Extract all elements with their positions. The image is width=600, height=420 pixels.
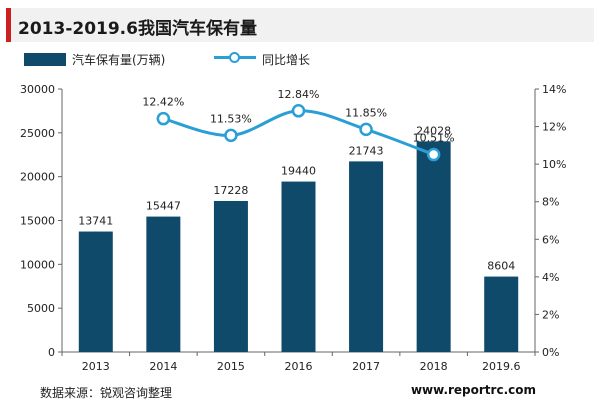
title-bar: 2013-2019.6我国汽车保有量 (6, 8, 594, 42)
bar-value-label: 15447 (146, 200, 181, 213)
growth-value-label: 11.85% (345, 106, 387, 119)
growth-marker (359, 122, 373, 137)
x-tick-label: 2015 (217, 360, 245, 373)
bar (78, 231, 113, 352)
y-right-tick-label: 4% (542, 271, 559, 284)
bar-value-label: 17228 (213, 184, 248, 197)
bar-value-label: 24028 (416, 124, 451, 137)
x-tick-label: 2014 (149, 360, 177, 373)
growth-marker (426, 147, 441, 162)
y-left-tick-label: 15000 (20, 215, 55, 228)
data-source: 数据来源：锐观咨询整理 (40, 386, 173, 400)
y-left-tick-label: 30000 (20, 83, 55, 96)
y-right-tick-label: 2% (542, 308, 559, 321)
y-left-tick-label: 25000 (20, 127, 55, 140)
legend-bar-swatch (24, 53, 66, 66)
y-left-tick-label: 10000 (20, 258, 55, 271)
bar-value-label: 13741 (78, 215, 113, 228)
title-accent (6, 8, 11, 42)
y-left-tick-label: 5000 (27, 302, 55, 315)
x-tick-label: 2016 (285, 360, 313, 373)
bar-value-label: 21743 (349, 144, 384, 157)
growth-value-label: 10.51% (413, 132, 455, 145)
growth-marker (291, 104, 306, 118)
legend-bar-label: 汽车保有量(万辆) (72, 53, 166, 67)
growth-value-label: 12.84% (278, 88, 320, 101)
y-right-tick-label: 6% (542, 233, 559, 246)
y-right-tick-label: 14% (542, 83, 566, 96)
chart-title: 2013-2019.6我国汽车保有量 (18, 19, 257, 39)
bar-value-label: 8604 (487, 260, 515, 273)
growth-marker (224, 128, 238, 143)
x-tick-label: 2017 (352, 360, 380, 373)
bar (281, 181, 316, 352)
legend-line-label: 同比增长 (262, 53, 311, 67)
y-right-tick-label: 0% (542, 346, 559, 359)
growth-marker (156, 111, 171, 126)
bar (146, 216, 181, 352)
website-link[interactable]: www.reportrc.com (410, 383, 536, 397)
bar (416, 141, 451, 352)
y-left-tick-label: 0 (48, 346, 55, 359)
y-right-tick-label: 8% (542, 196, 559, 209)
bar (349, 161, 384, 352)
x-tick-label: 2019.6 (482, 360, 521, 373)
growth-value-label: 12.42% (142, 96, 184, 109)
y-left-tick-label: 20000 (20, 171, 55, 184)
bar (213, 200, 248, 352)
x-tick-label: 2013 (82, 360, 110, 373)
legend-line-marker (229, 52, 240, 63)
bar-value-label: 19440 (281, 165, 316, 178)
growth-value-label: 11.53% (210, 112, 252, 125)
y-right-tick-label: 10% (542, 158, 566, 171)
x-tick-label: 2018 (420, 360, 448, 373)
bar (484, 276, 519, 352)
y-right-tick-label: 12% (542, 121, 566, 134)
